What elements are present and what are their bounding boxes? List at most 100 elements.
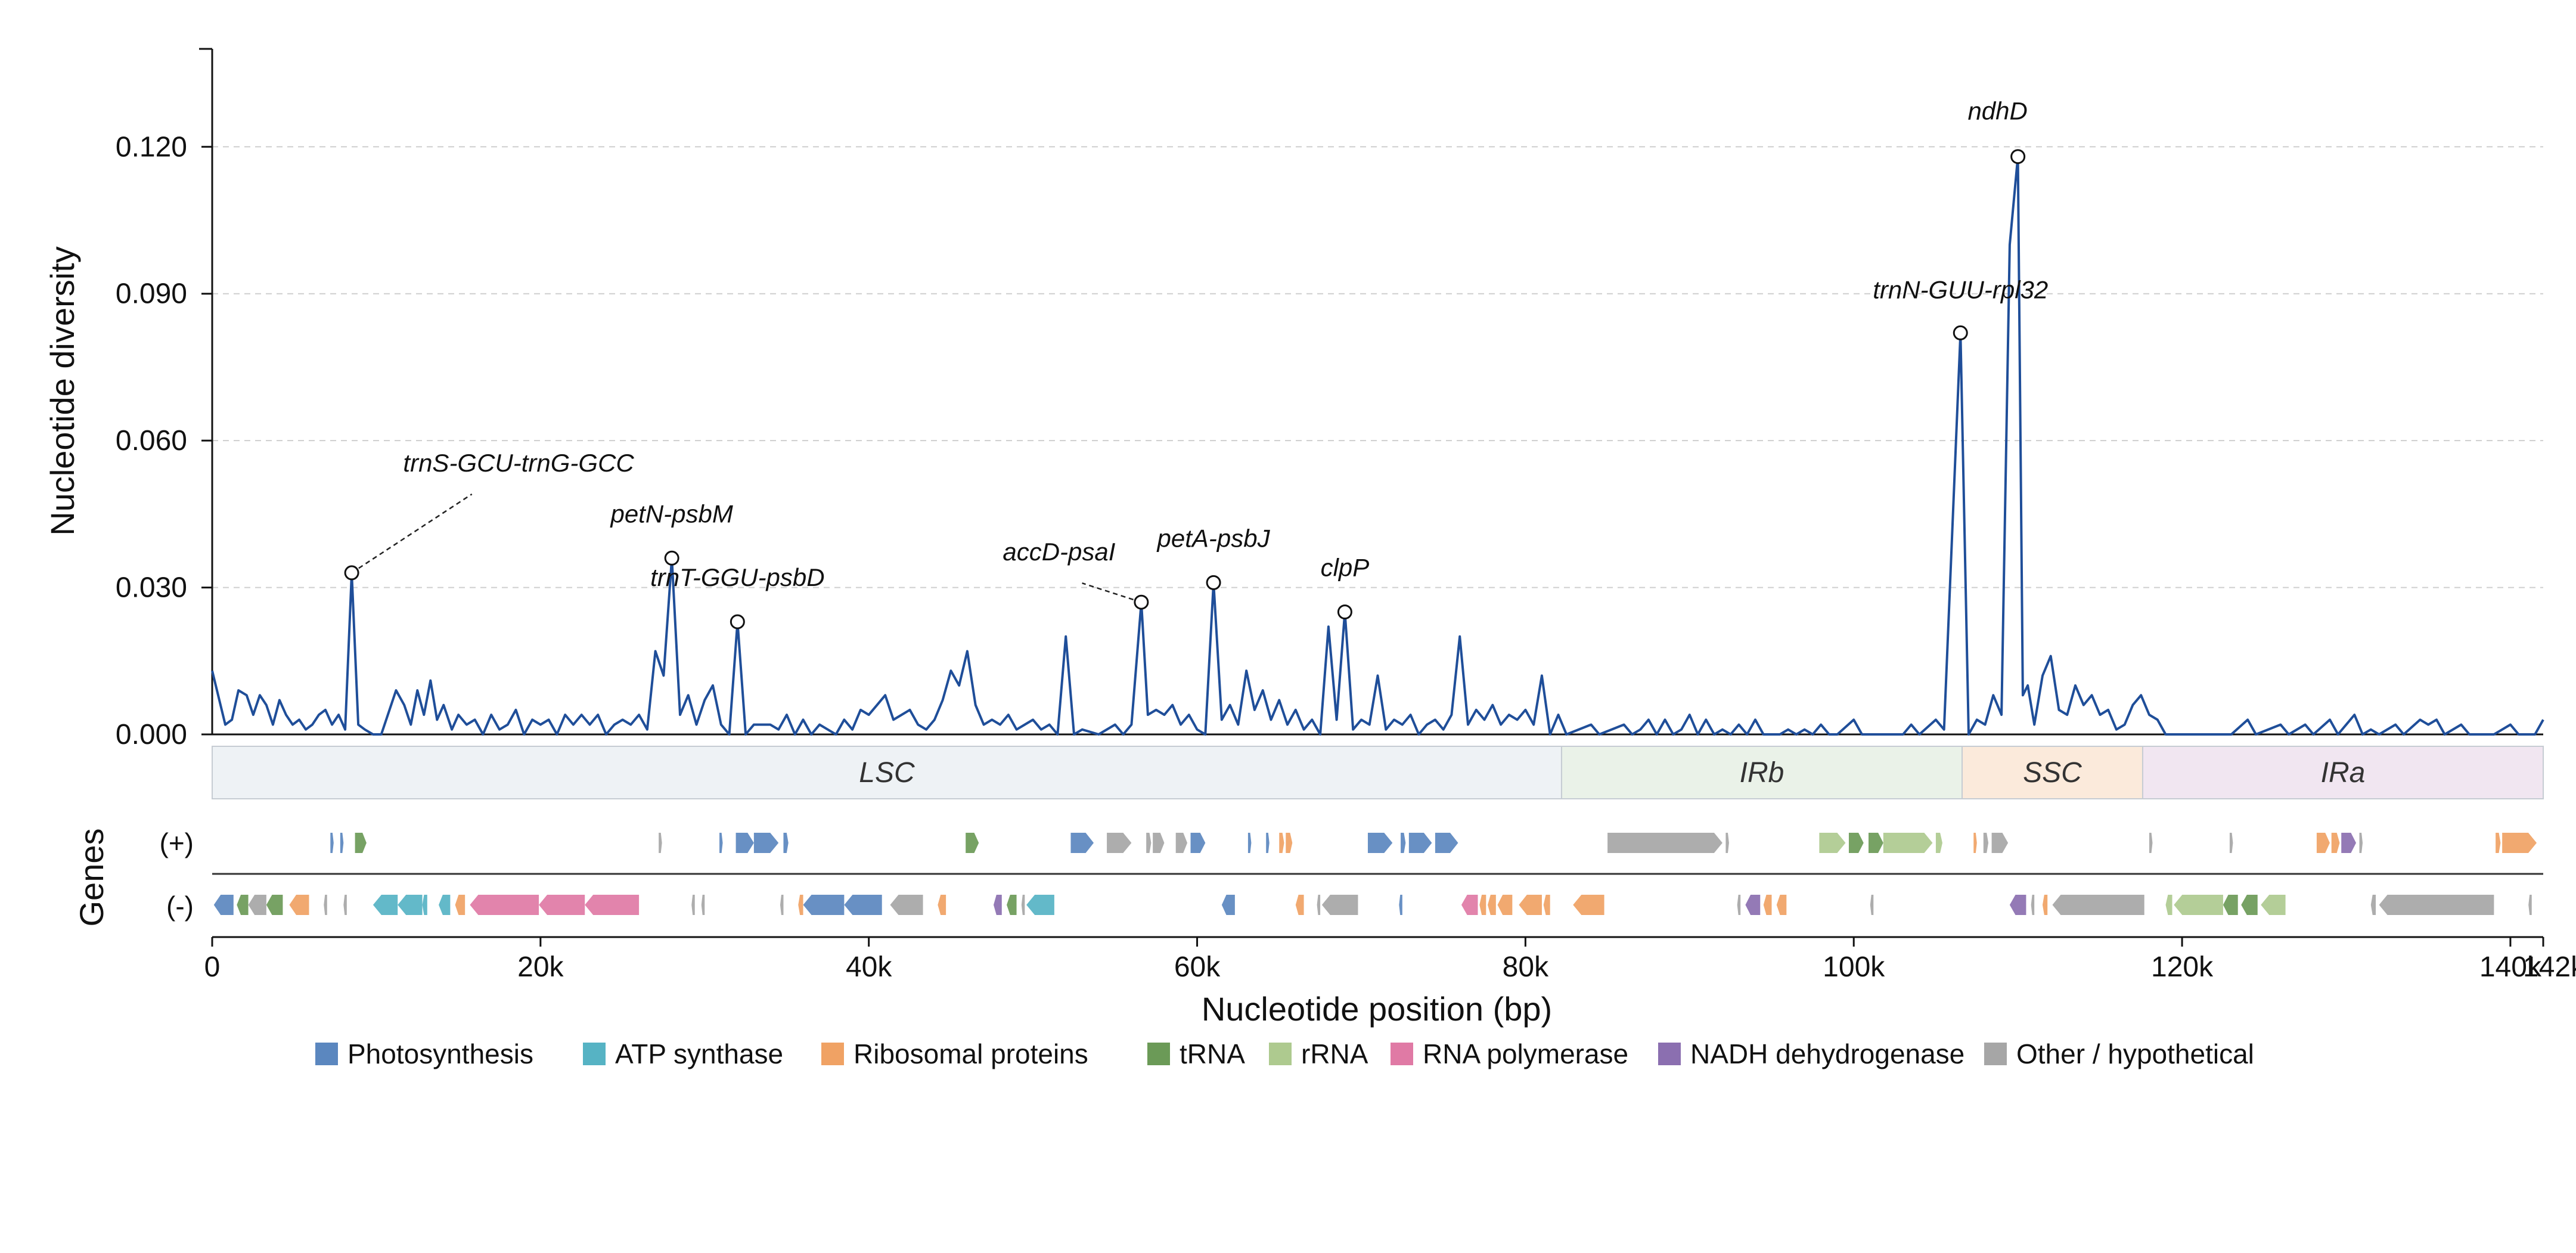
gene-ribo-minus [455, 895, 465, 915]
gene-photo-minus [213, 895, 234, 915]
gene-other-minus [701, 895, 705, 915]
x-tick-label: 142k [2523, 951, 2576, 983]
gene-atp-minus [398, 895, 423, 915]
gene-ribo-minus [1763, 895, 1772, 915]
region-label: IRb [1740, 757, 1784, 789]
gene-rnap-minus [1461, 895, 1478, 915]
gene-rrna-minus [2165, 895, 2172, 915]
gene-other-plus [2359, 833, 2363, 853]
gene-rnap-minus [539, 895, 585, 915]
gene-photo-plus [330, 833, 334, 853]
gene-other-minus [2528, 895, 2532, 915]
gene-ribo-plus [1279, 833, 1284, 853]
gene-other-minus [2052, 895, 2144, 915]
legend-swatch-trna [1147, 1043, 1170, 1065]
legend-label: ATP synthase [615, 1038, 783, 1069]
gene-other-minus [2379, 895, 2494, 915]
gene-trna-plus [966, 833, 979, 853]
gene-atp-minus [439, 895, 451, 915]
peak-marker [2010, 149, 2026, 165]
gene-other-plus [1983, 833, 1989, 853]
gene-other-plus [1175, 833, 1188, 853]
gene-photo-plus [1190, 833, 1206, 853]
gene-trna-minus [237, 895, 249, 915]
gene-other-plus [1607, 833, 1722, 853]
y-tick-label: 0.090 [116, 278, 187, 310]
gene-atp-minus [422, 895, 427, 915]
gene-other-minus [1021, 895, 1025, 915]
gene-photo-minus [1221, 895, 1235, 915]
legend-swatch-other [1984, 1043, 2007, 1065]
gene-trna-minus [266, 895, 283, 915]
peak-label: trnT-GGU-psbD [650, 563, 825, 591]
gene-ribo-minus [1295, 895, 1304, 915]
gene-ndh-plus [2341, 833, 2357, 853]
gene-ribo-minus [1776, 895, 1787, 915]
x-axis-title: Nucleotide position (bp) [1202, 990, 1552, 1028]
legend-label: tRNA [1180, 1038, 1245, 1069]
gene-other-plus [659, 833, 662, 853]
x-tick-label: 80k [1503, 951, 1549, 983]
gene-trna-plus [355, 833, 367, 853]
gene-photo-plus [1408, 833, 1432, 853]
gene-other-minus [1317, 895, 1321, 915]
gene-photo-plus [1266, 833, 1270, 853]
y-tick-label: 0.000 [116, 719, 187, 750]
peak-leader-line [1082, 582, 1142, 603]
peak-label: clpP [1321, 554, 1370, 582]
gene-photo-plus [753, 833, 779, 853]
gene-other-plus [1991, 833, 2009, 853]
y-tick-label: 0.120 [116, 131, 187, 163]
gene-ribo-minus [938, 895, 946, 915]
legend-swatch-atp [583, 1043, 606, 1065]
x-tick-label: 140k [2479, 951, 2542, 983]
y-axis: 0.000 0.030 0.060 0.090 0.120 [116, 48, 2543, 750]
legend-label: Ribosomal proteins [854, 1038, 1088, 1069]
gene-photo-minus [1399, 895, 1402, 915]
legend-swatch-rrna [1269, 1043, 1292, 1065]
legend-label: NADH dehydrogenase [1690, 1038, 1964, 1069]
gene-other-plus [2149, 833, 2153, 853]
gene-photo-plus [735, 833, 754, 853]
x-tick-label: 0 [204, 951, 221, 983]
legend-swatch-ribo [821, 1043, 844, 1065]
gene-other-minus [2031, 895, 2035, 915]
gene-rrna-plus [1819, 833, 1846, 853]
gene-rrna-plus [1883, 833, 1933, 853]
gene-other-minus [691, 895, 695, 915]
minus-strand-label: (-) [166, 891, 194, 922]
gene-atp-minus [1026, 895, 1054, 915]
gene-ribo-plus [1286, 833, 1293, 853]
legend-label: Photosynthesis [347, 1038, 533, 1069]
gene-trna-minus [2241, 895, 2258, 915]
legend-label: rRNA [1301, 1038, 1368, 1069]
gene-other-minus [2370, 895, 2376, 915]
gene-ribo-minus [289, 895, 309, 915]
gene-ribo-minus [1519, 895, 1542, 915]
peak-label: petN-psbM [609, 500, 733, 528]
genes-track-title: Genes [73, 829, 110, 927]
legend-swatch-photo [315, 1043, 338, 1065]
gene-other-minus [780, 895, 784, 915]
gene-photo-plus [1367, 833, 1393, 853]
gene-rnap-minus [470, 895, 539, 915]
gene-other-plus [1107, 833, 1132, 853]
x-tick-label: 40k [846, 951, 892, 983]
plus-strand-label: (+) [160, 827, 194, 858]
gene-ribo-plus [2331, 833, 2340, 853]
legend-swatch-ndh [1658, 1043, 1681, 1065]
peak-label: accD-psaI [1003, 538, 1115, 566]
gene-ribo-minus [1497, 895, 1513, 915]
x-tick-label: 60k [1174, 951, 1221, 983]
gene-photo-plus [719, 833, 723, 853]
peak-marker [1134, 594, 1149, 610]
peak-label: petA-psbJ [1156, 524, 1271, 552]
x-tick-label: 20k [517, 951, 564, 983]
gene-other-minus [324, 895, 327, 915]
gene-ribo-minus [1543, 895, 1550, 915]
gene-ribo-plus [1973, 833, 1977, 853]
gene-photo-plus [1247, 833, 1252, 853]
gene-trna-plus [1869, 833, 1883, 853]
region-label: SSC [2023, 757, 2082, 789]
